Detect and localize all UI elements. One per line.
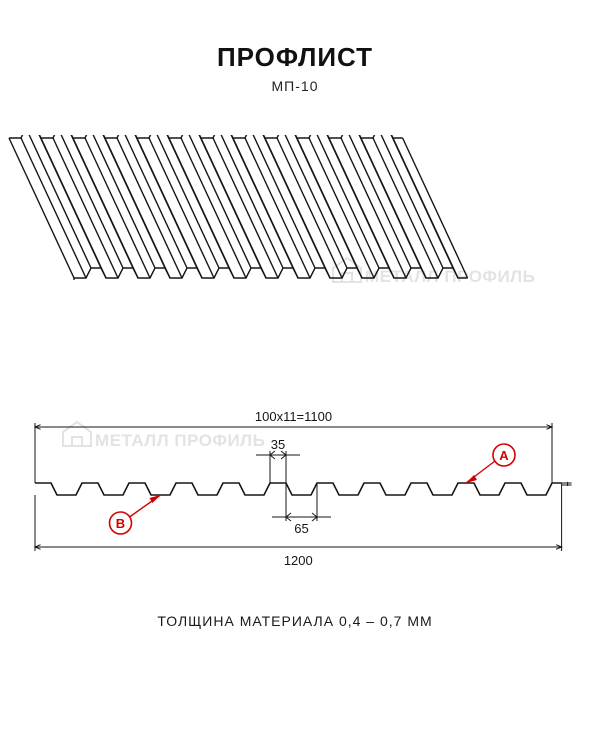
dim-rib-bottom: 65 — [294, 521, 308, 536]
dim-overall: 1200 — [284, 553, 313, 568]
dim-top-span: 100х11=1100 — [255, 409, 332, 424]
perspective-view — [5, 135, 587, 285]
footer-text: ТОЛЩИНА МАТЕРИАЛА 0,4 – 0,7 ММ — [0, 613, 590, 629]
profile-polyline — [35, 483, 562, 495]
callout-a-label: A — [499, 448, 509, 463]
title: ПРОФЛИСТ — [0, 42, 590, 73]
cross-section-view: 100х11=1100 35 65 1200 A B — [15, 405, 585, 570]
subtitle: МП-10 — [0, 78, 590, 94]
dim-rib-top: 35 — [271, 437, 285, 452]
diagram-container: ПРОФЛИСТ МП-10 МЕТАЛЛ ПРОФИЛЬ МЕТАЛЛ ПРО… — [0, 0, 590, 730]
callout-b-label: B — [116, 516, 125, 531]
